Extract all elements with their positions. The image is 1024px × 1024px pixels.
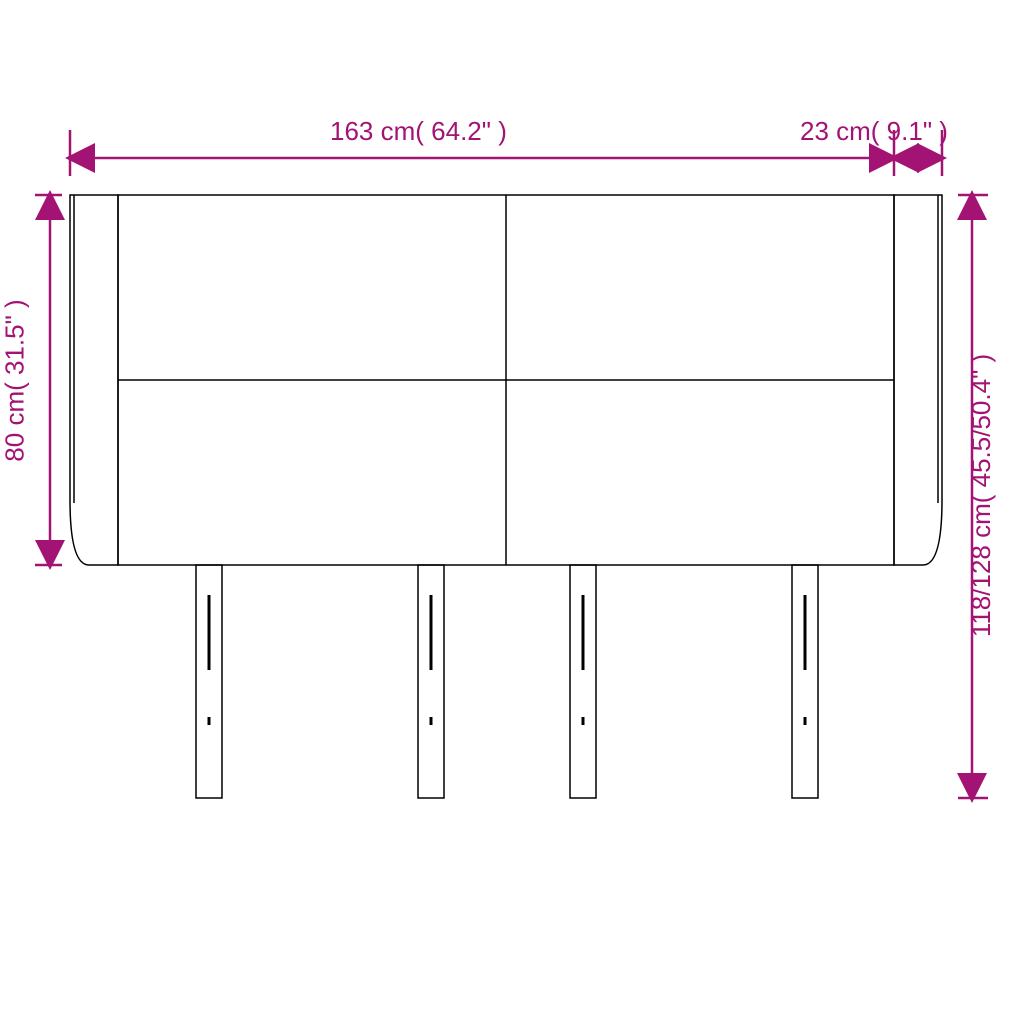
depth-label: 23 cm( 9.1" ) (800, 116, 948, 147)
headboard-outline (70, 195, 942, 565)
dimension-lines (35, 130, 988, 798)
total-height-label: 118/128 cm( 45.5/50.4" ) (966, 354, 997, 637)
width-label: 163 cm( 64.2" ) (330, 116, 507, 147)
panel-height-label: 80 cm( 31.5" ) (0, 299, 31, 461)
headboard-legs (196, 565, 818, 798)
dimension-diagram (0, 0, 1024, 1024)
